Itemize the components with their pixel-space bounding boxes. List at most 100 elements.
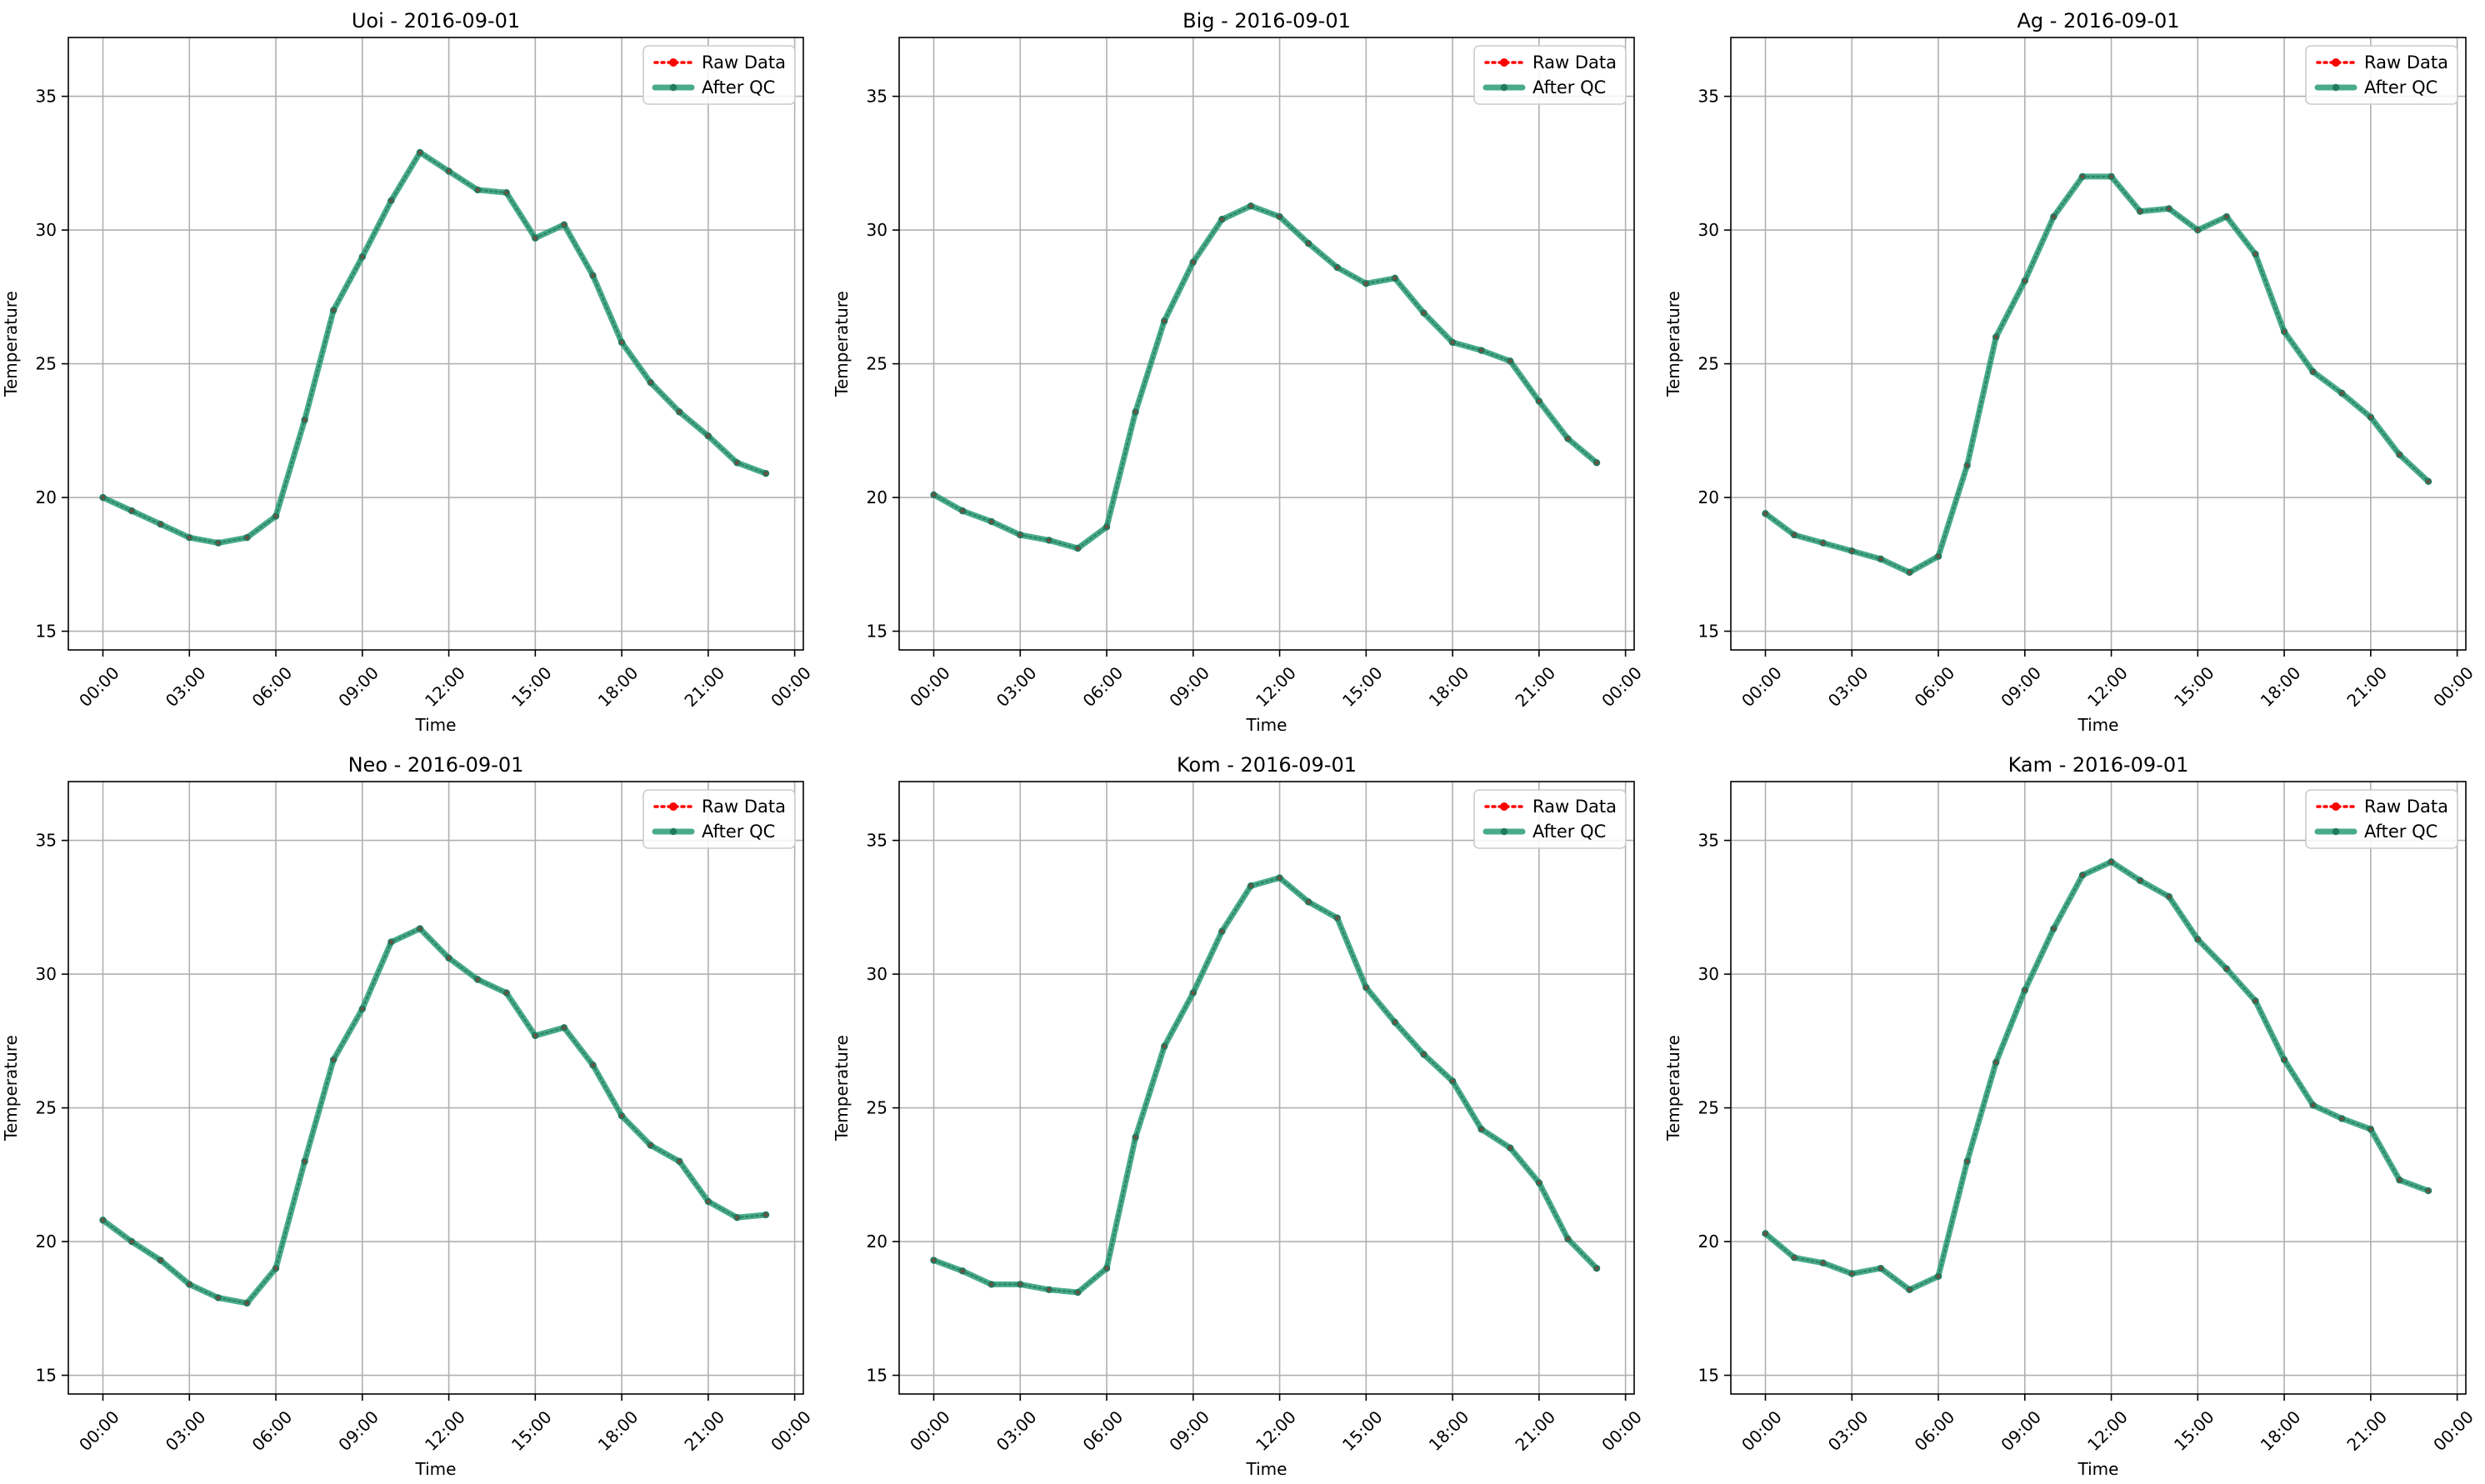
x-tick-label: 21:00 [2342,662,2391,711]
y-tick-label: 35 [867,831,888,851]
legend-label-raw-data: Raw Data [2364,52,2448,72]
y-tick-label: 25 [867,354,888,374]
raw-data-point [1965,463,1969,467]
y-tick-label: 15 [1698,1366,1719,1386]
y-axis-label: Temperature [832,1035,852,1142]
raw-data-point [1392,276,1398,281]
x-tick-label: 12:00 [2083,662,2132,711]
raw-data-point [1450,340,1455,345]
raw-data-point [158,1258,162,1262]
x-tick-label: 12:00 [1252,662,1300,711]
chart-panel-2: 00:00 03:00 06:00 09:00 12:00 15:00 18:00 21:00… [832,9,1646,735]
raw-data-point [735,461,739,465]
raw-data-point [1220,217,1224,222]
plot-area [899,37,1634,650]
raw-data-point [1936,554,1941,558]
raw-data-point [1392,1020,1398,1025]
plot-area [1731,782,2466,1394]
x-tick-label: 06:00 [248,662,297,711]
y-tick-label: 20 [1698,1232,1719,1252]
raw-data-point [533,1033,538,1038]
raw-data-point [591,1063,595,1067]
raw-data-point [2224,214,2229,219]
chart-title: Kom - 2016-09-01 [1177,753,1357,777]
series-line-raw-data [1764,860,2430,1292]
raw-data-point [1508,1146,1512,1150]
x-tick-label: 18:00 [594,662,642,711]
raw-data-point [1047,1287,1052,1292]
raw-data-point [2398,1178,2402,1182]
raw-data-point [989,519,993,524]
raw-data-point [1537,399,1542,403]
raw-data-point [188,1282,192,1287]
x-tick-label: 00:00 [767,662,815,711]
legend-label-raw-data: Raw Data [1532,797,1617,817]
y-tick-label: 15 [36,1366,57,1386]
x-tick-label: 12:00 [421,1407,469,1455]
raw-data-point [932,492,936,497]
raw-data-point [2368,1127,2373,1132]
y-tick-label: 35 [36,87,57,107]
raw-data-point [101,495,105,500]
x-tick-label: 09:00 [1165,662,1213,711]
plot-area [899,782,1634,1394]
raw-data-point [216,541,221,545]
legend-label-raw-data: Raw Data [1532,52,1617,72]
raw-data-point [1191,991,1196,995]
raw-data-point [504,991,508,995]
raw-data-point [1248,204,1253,208]
x-tick-label: 21:00 [680,662,728,711]
x-tick-label: 03:00 [1824,662,1872,711]
x-tick-label: 00:00 [2429,1407,2478,1455]
x-tick-label: 12:00 [2083,1407,2132,1455]
y-axis-label: Temperature [1663,1035,1683,1142]
x-tick-label: 06:00 [1079,662,1128,711]
x-tick-label: 15:00 [1338,1407,1387,1455]
raw-data-point [1994,1060,1998,1065]
x-tick-label: 18:00 [1425,1407,1473,1455]
raw-data-point [2080,174,2085,179]
raw-data-point [1850,549,1854,553]
x-axis-label: Time [2078,715,2119,735]
x-tick-label: 15:00 [2170,1407,2218,1455]
after-qc-point [1963,1157,1971,1165]
legend-after-qc-marker [2332,827,2340,836]
legend-after-qc-marker [2332,83,2340,92]
x-tick-label: 03:00 [992,662,1041,711]
raw-data-point [1994,335,1998,339]
y-tick-label: 25 [36,354,57,374]
raw-data-point [1018,1282,1022,1287]
x-tick-label: 21:00 [680,1407,728,1455]
raw-data-point [1878,1266,1883,1271]
x-tick-label: 00:00 [767,1407,815,1455]
raw-data-point [475,977,480,982]
legend-raw-data-marker [1500,802,1508,811]
raw-data-point [447,956,451,961]
raw-data-point [2109,174,2113,179]
x-tick-label: 00:00 [1738,1407,1786,1455]
x-tick-label: 00:00 [75,1407,123,1455]
raw-data-point [129,1239,134,1244]
raw-data-point [1335,265,1339,270]
x-tick-label: 03:00 [162,662,210,711]
x-tick-label: 06:00 [248,1407,297,1455]
raw-data-point [1335,916,1339,920]
y-axis-label: Temperature [1,1035,21,1142]
raw-data-point [245,1301,249,1306]
series-line-raw-data [1764,175,2430,574]
raw-data-point [1965,1159,1969,1163]
raw-data-point [1792,1256,1797,1260]
raw-data-point [273,514,278,518]
raw-data-point [1594,1266,1599,1271]
raw-data-point [1248,883,1253,888]
raw-data-point [1076,1290,1080,1295]
raw-data-point [735,1215,739,1220]
raw-data-point [245,535,249,540]
legend: Raw Data After QC [2305,789,2458,849]
plot-area [1731,37,2466,650]
raw-data-point [1076,546,1080,551]
raw-data-point [706,434,711,438]
raw-data-point [2340,391,2344,396]
legend-raw-data-marker [2332,802,2340,811]
plot-frame [68,781,804,1395]
